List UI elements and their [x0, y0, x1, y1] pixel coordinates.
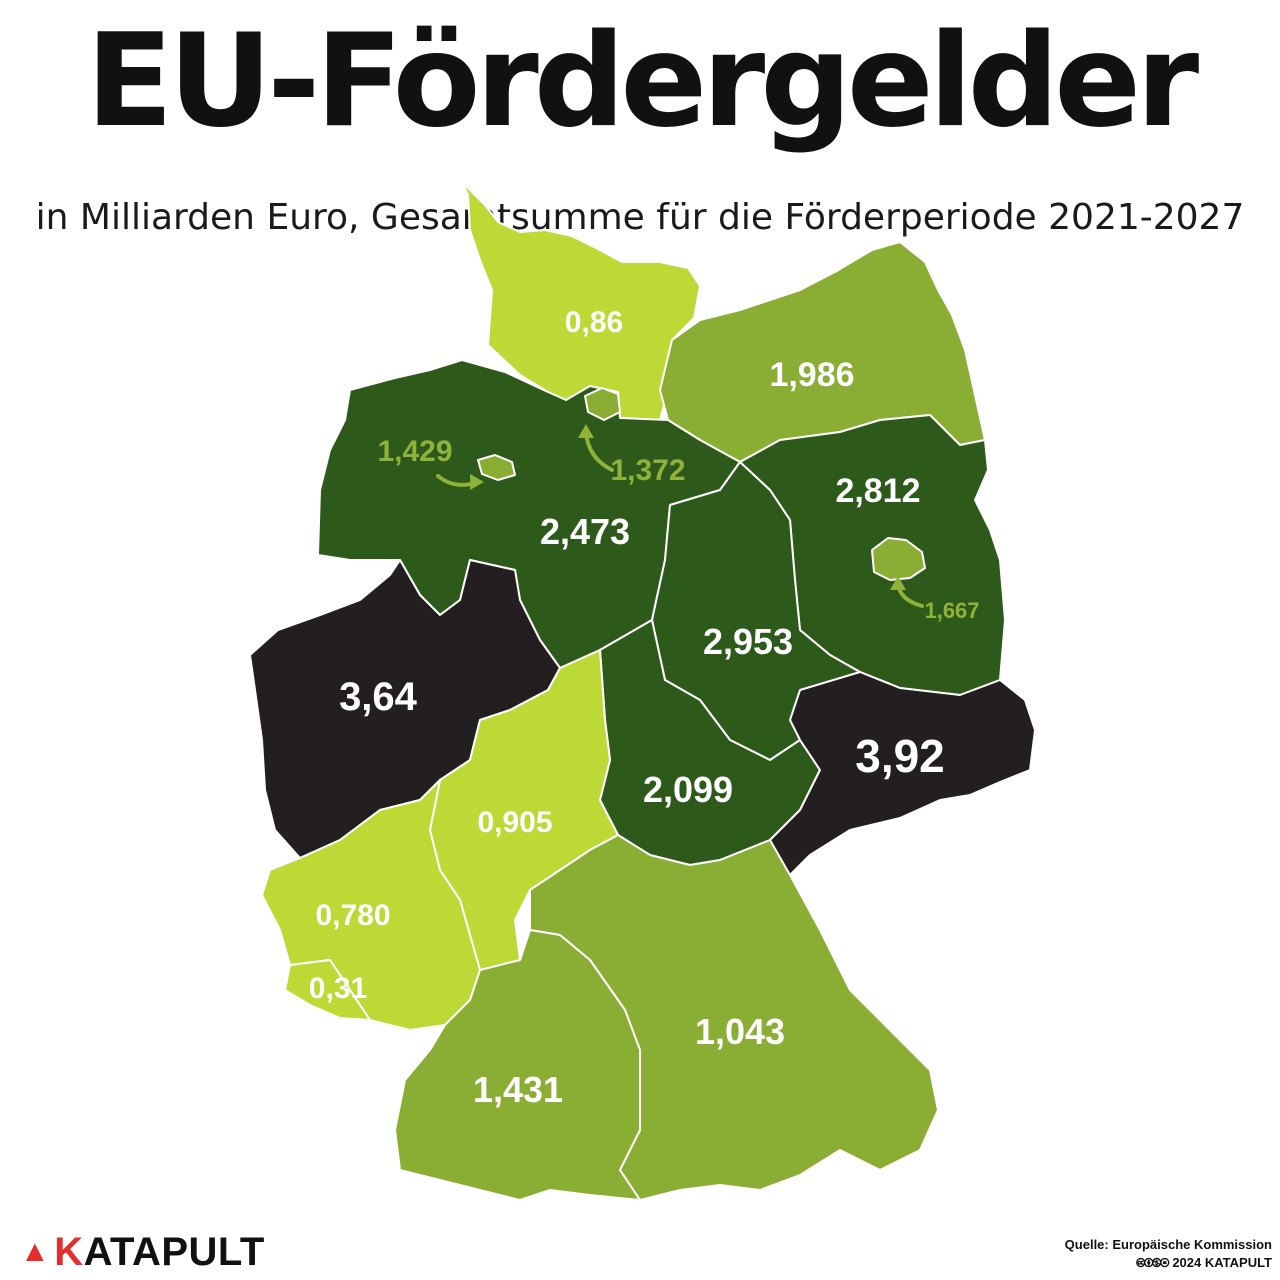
arrow-berlin-head: [890, 576, 906, 590]
source-credit: Quelle: Europäische Kommission 🅭🅯🄏⊜ 2024…: [1065, 1236, 1272, 1271]
source-line: Quelle: Europäische Kommission: [1064, 1237, 1272, 1252]
region-hessen: [429, 649, 619, 971]
label-bayern: 1,043: [695, 1011, 785, 1052]
arrow-hamburg-head: [578, 424, 594, 438]
label-thueringen: 2,099: [643, 769, 733, 810]
label-berlin: 1,667: [924, 598, 979, 623]
label-niedersachsen: 2,473: [540, 511, 630, 552]
copyright-line: 🅭🅯🄏⊜ 2024 KATAPULT: [1065, 1254, 1272, 1272]
page-subtitle: in Milliarden Euro, Gesamtsumme für die …: [35, 197, 1245, 238]
label-sachsen-anhalt: 2,953: [703, 621, 793, 662]
logo-rest: ATAPULT: [83, 1230, 265, 1274]
label-brandenburg: 2,812: [835, 472, 920, 510]
region-berlin: [871, 537, 926, 581]
license-icons: 🅭🅯🄏⊜: [1136, 1254, 1169, 1270]
region-baden-wuerttemberg: [394, 929, 641, 1201]
label-sachsen: 3,92: [855, 730, 945, 782]
logo-first-letter: K: [54, 1230, 84, 1274]
label-nordrhein-westfalen: 3,64: [339, 675, 418, 719]
page-title: EU-Fördergelder: [85, 7, 1199, 156]
katapult-logo: ▲ KATAPULT: [20, 1232, 265, 1272]
arrow-bremen-head: [470, 474, 484, 490]
label-bremen: 1,429: [377, 435, 452, 468]
label-saarland: 0,31: [309, 972, 367, 1005]
label-mecklenburg-vorpommern: 1,986: [769, 356, 854, 394]
region-bremen: [477, 454, 516, 481]
label-hessen: 0,905: [477, 806, 552, 839]
copyright-text: 2024 KATAPULT: [1172, 1254, 1272, 1270]
rocket-icon: ▲: [20, 1235, 51, 1268]
label-baden-wuerttemberg: 1,431: [473, 1069, 563, 1110]
label-rheinland-pfalz: 0,780: [315, 899, 390, 932]
label-hamburg: 1,372: [610, 454, 685, 487]
region-hamburg: [584, 387, 621, 421]
label-schleswig-holstein: 0,86: [565, 306, 623, 339]
region-sachsen: [769, 671, 1036, 876]
region-saarland: [284, 959, 371, 1021]
